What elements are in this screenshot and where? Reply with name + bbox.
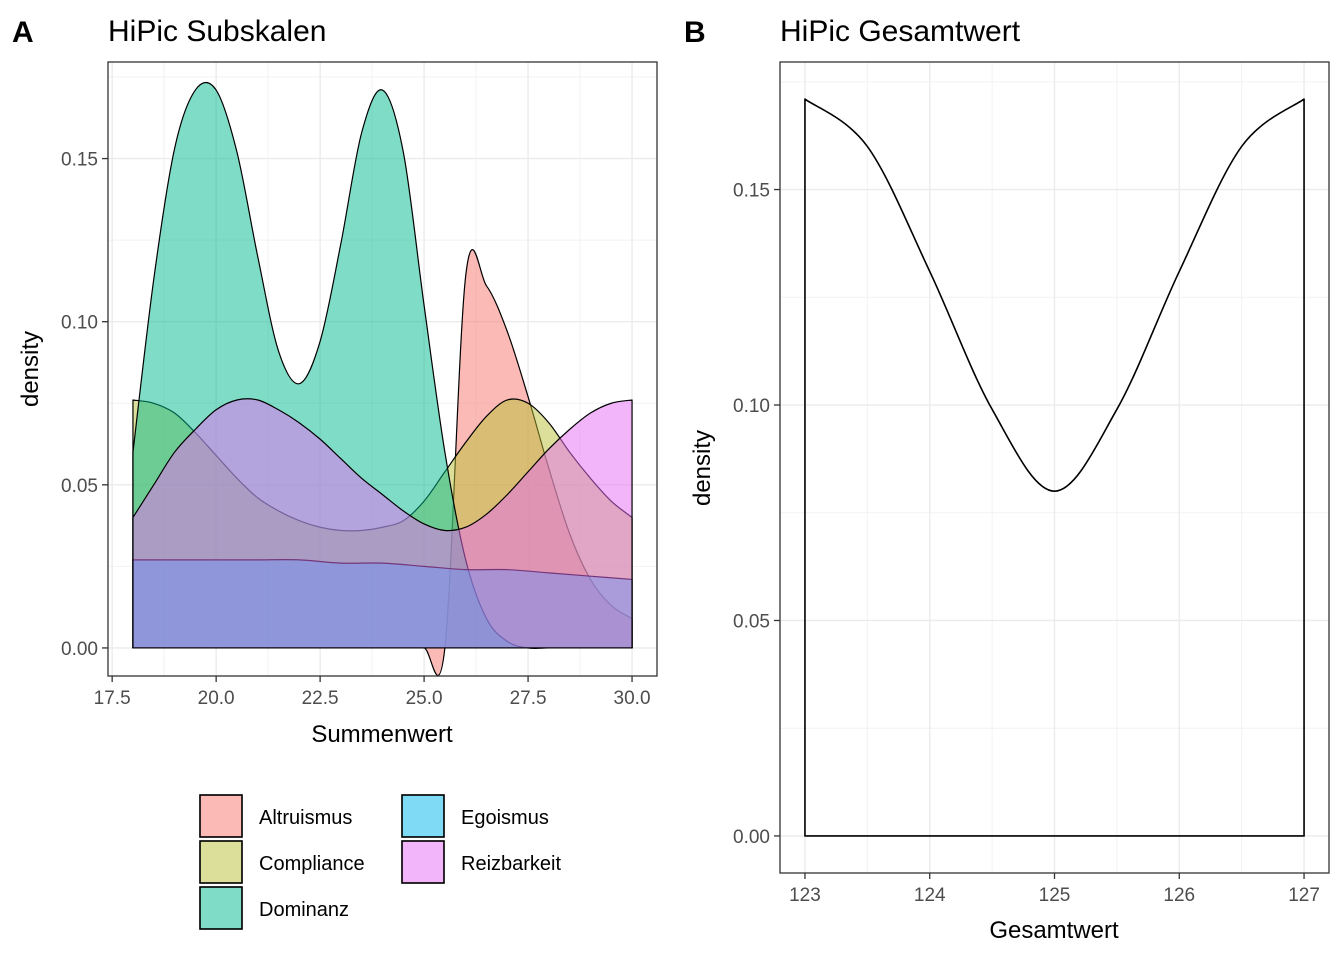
legend-key-border (401, 794, 445, 838)
y-tick-label: 0.15 (733, 181, 770, 202)
y-tick-label: 0.05 (61, 476, 98, 497)
y-tick-label: 0.10 (733, 396, 770, 417)
legend-item-reizbarkeit: Reizbarkeit (401, 840, 561, 884)
legend-item-egoismus: Egoismus (401, 794, 549, 838)
x-tick-label: 30.0 (614, 688, 651, 709)
legend-key-border (199, 794, 243, 838)
x-tick-label: 17.5 (94, 688, 131, 709)
legend-item-dominanz: Dominanz (199, 886, 349, 930)
x-tick-label: 25.0 (406, 688, 443, 709)
panel-a-x-axis: 17.5 20.0 22.5 25.0 27.5 30.0 (94, 676, 651, 709)
y-tick-label: 0.10 (61, 313, 98, 334)
x-tick-label: 127 (1288, 885, 1320, 906)
legend-label: Compliance (259, 853, 365, 875)
panel-b-y-axis: 0.00 0.05 0.10 0.15 (733, 181, 780, 848)
legend-label: Reizbarkeit (461, 853, 561, 875)
panel-a-frame (107, 61, 658, 677)
panel-b-density-area (804, 98, 1305, 837)
legend-item-compliance: Compliance (199, 840, 365, 884)
y-tick-label: 0.00 (61, 639, 98, 660)
x-tick-label: 20.0 (198, 688, 235, 709)
x-tick-label: 27.5 (510, 688, 547, 709)
legend-label: Egoismus (461, 807, 549, 829)
panel-a-title: HiPic Subskalen (108, 15, 326, 48)
panel-b-plot: 0.00 0.05 0.10 0.15 123 124 125 126 127 Gesamtw… (689, 61, 1330, 944)
legend-key-border (199, 840, 243, 884)
panel-a-y-axis-title: density (17, 331, 44, 407)
panel-b-letter: B (684, 16, 706, 49)
x-tick-label: 125 (1039, 885, 1071, 906)
panel-b-x-axis: 123 124 125 126 127 (789, 873, 1320, 906)
panel-b-x-axis-title: Gesamtwert (989, 917, 1119, 944)
panel-b-y-axis-title: density (689, 430, 716, 506)
x-tick-label: 124 (914, 885, 946, 906)
panel-a-x-axis-title: Summenwert (311, 721, 453, 748)
panel-a-y-axis: 0.00 0.05 0.10 0.15 (61, 150, 108, 660)
legend-key-reizbarkeit (401, 840, 445, 884)
density-area-reizbarkeit (132, 398, 633, 649)
legend-label: Dominanz (259, 899, 349, 921)
panel-a-legend: Altruismus Compliance Dominanz Egoismus Reiz… (199, 794, 561, 930)
panel-b-title: HiPic Gesamtwert (780, 15, 1021, 48)
legend-key-border (199, 886, 243, 930)
panel-a-letter: A (12, 16, 34, 49)
legend-key-compliance (199, 840, 243, 884)
x-tick-label: 123 (789, 885, 821, 906)
panel-a-plot: 0.00 0.05 0.10 0.15 17.5 20.0 22.5 25.0 27.5 30.… (17, 61, 658, 748)
density-area-total (804, 98, 1305, 837)
x-tick-label: 22.5 (302, 688, 339, 709)
legend-key-egoismus (401, 794, 445, 838)
legend-key-altruismus (199, 794, 243, 838)
legend-key-dominanz (199, 886, 243, 930)
y-tick-label: 0.15 (61, 150, 98, 171)
y-tick-label: 0.05 (733, 611, 770, 632)
y-tick-label: 0.00 (733, 827, 770, 848)
legend-label: Altruismus (259, 807, 352, 829)
panel-a-density-areas (132, 81, 633, 677)
legend-key-border (401, 840, 445, 884)
legend-item-altruismus: Altruismus (199, 794, 352, 838)
x-tick-label: 126 (1163, 885, 1195, 906)
